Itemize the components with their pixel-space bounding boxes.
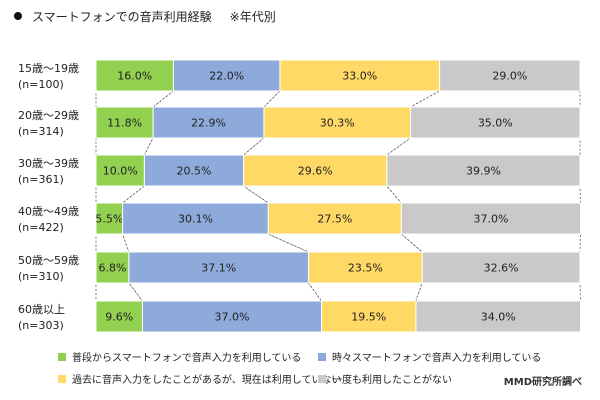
row-label-n: (n=314) (18, 125, 64, 138)
segment-label-never: 32.6% (484, 262, 519, 275)
connector-band (128, 282, 323, 302)
row-label: 30歳～39歳 (n=361) (18, 156, 96, 188)
row-label: 15歳～19歳 (n=100) (18, 61, 96, 93)
connector-band (242, 137, 412, 156)
segment-label-past: 29.6% (298, 165, 333, 178)
chart-title-row: スマートフォンでの音声利用経験 ※年代別 (14, 8, 276, 25)
connector-band (386, 185, 581, 204)
legend-item-frequent: 普段からスマートフォンで音声入力を利用している (58, 349, 301, 364)
chart-title: スマートフォンでの音声利用経験 (32, 10, 212, 24)
segment-label-frequent: 16.0% (117, 70, 152, 83)
segment-label-past: 27.5% (317, 213, 352, 226)
row-label: 40歳～49歳 (n=422) (18, 204, 96, 236)
row-label-age: 60歳以上 (18, 303, 65, 316)
segment-label-sometimes: 37.1% (201, 262, 236, 275)
legend-swatch (318, 375, 326, 383)
row-label-age: 50歳～59歳 (18, 254, 79, 267)
segment-label-frequent: 11.8% (107, 117, 142, 130)
connector-band (307, 282, 423, 302)
bar-segment-sometimes (141, 300, 323, 333)
legend-item-past: 過去に音声入力をしたことがあるが、現在は利用していない (58, 371, 342, 386)
segment-label-never: 37.0% (473, 213, 508, 226)
row-label: 20歳～29歳 (n=314) (18, 108, 96, 140)
connector-band (121, 185, 270, 204)
bar-segment-sometimes (128, 251, 309, 284)
connector-band (242, 185, 403, 204)
bar-segment-sometimes (152, 106, 265, 139)
segment-label-sometimes: 20.5% (177, 165, 212, 178)
legend-item-never: 一度も利用したことがない (318, 371, 452, 386)
row-label-n: (n=303) (18, 319, 64, 332)
segment-label-sometimes: 37.0% (215, 311, 250, 324)
segment-label-frequent: 6.8% (98, 262, 126, 275)
legend-swatch (58, 375, 66, 383)
segment-label-frequent: 9.6% (105, 311, 133, 324)
row-label-age: 40歳～49歳 (18, 205, 79, 218)
segment-label-never: 35.0% (478, 117, 513, 130)
row-label: 60歳以上 (n=303) (18, 302, 96, 334)
segment-label-frequent: 5.5% (95, 213, 123, 226)
legend-item-sometimes: 時々スマートフォンで音声入力を利用している (318, 349, 541, 364)
segment-label-never: 34.0% (481, 311, 516, 324)
connector-band (262, 90, 440, 108)
bar-segment-never (410, 106, 581, 139)
row-label-age: 30歳～39歳 (18, 157, 79, 170)
bar-segment-sometimes (122, 202, 269, 235)
connector-band (143, 137, 266, 156)
source-note: MMD研究所調べ (503, 377, 582, 388)
bar-segment-past (243, 154, 388, 187)
segment-label-past: 23.5% (348, 262, 383, 275)
connector-band (385, 137, 581, 156)
legend-label: 時々スマートフォンで音声入力を利用している (332, 353, 542, 364)
legend-swatch (58, 353, 66, 361)
bar-segment-frequent (95, 202, 124, 235)
bar-segment-never (386, 154, 581, 187)
row-label-n: (n=422) (18, 221, 64, 234)
bullet-icon (14, 12, 22, 20)
segment-label-never: 39.9% (466, 165, 501, 178)
legend-swatch (318, 353, 326, 361)
segment-label-past: 19.5% (351, 311, 386, 324)
row-label-age: 15歳～19歳 (18, 62, 79, 75)
connector-band (95, 137, 154, 156)
bar-segment-past (263, 106, 412, 139)
segment-label-sometimes: 22.9% (191, 117, 226, 130)
segment-label-sometimes: 30.1% (178, 213, 213, 226)
bar-segment-frequent (95, 59, 174, 92)
legend-label: 一度も利用したことがない (332, 375, 452, 386)
bar-segment-never (421, 251, 581, 284)
bar-segment-frequent (95, 106, 154, 139)
row-label: 50歳～59歳 (n=310) (18, 253, 96, 285)
connector-band (95, 90, 175, 108)
segment-label-sometimes: 22.0% (209, 70, 244, 83)
chart-title-note: ※年代別 (229, 10, 276, 24)
bar-segment-past (267, 202, 402, 235)
bar-segment-never (415, 300, 581, 333)
connector-band (400, 233, 581, 253)
bar-segment-sometimes (172, 59, 281, 92)
row-label-n: (n=100) (18, 78, 64, 91)
bar-segment-frequent (95, 251, 130, 284)
row-label-age: 20歳～29歳 (18, 109, 79, 122)
legend-label: 過去に音声入力をしたことがあるが、現在は利用していない (72, 375, 342, 386)
bar-segment-never (439, 59, 581, 92)
connector-band (410, 90, 581, 108)
segment-label-past: 30.3% (320, 117, 355, 130)
bar-segment-sometimes (143, 154, 245, 187)
connector-band (415, 282, 581, 302)
segment-label-frequent: 10.0% (103, 165, 138, 178)
segment-label-never: 29.0% (492, 70, 527, 83)
bar-segment-frequent (95, 154, 145, 187)
connector-band (151, 90, 281, 108)
legend-label: 普段からスマートフォンで音声入力を利用している (72, 353, 302, 364)
row-label-n: (n=361) (18, 173, 64, 186)
segment-label-past: 33.0% (342, 70, 377, 83)
bar-segment-never (400, 202, 581, 235)
bar-segment-past (321, 300, 417, 333)
bar-segment-past (279, 59, 441, 92)
row-label-n: (n=310) (18, 270, 64, 283)
bar-segment-frequent (95, 300, 143, 333)
